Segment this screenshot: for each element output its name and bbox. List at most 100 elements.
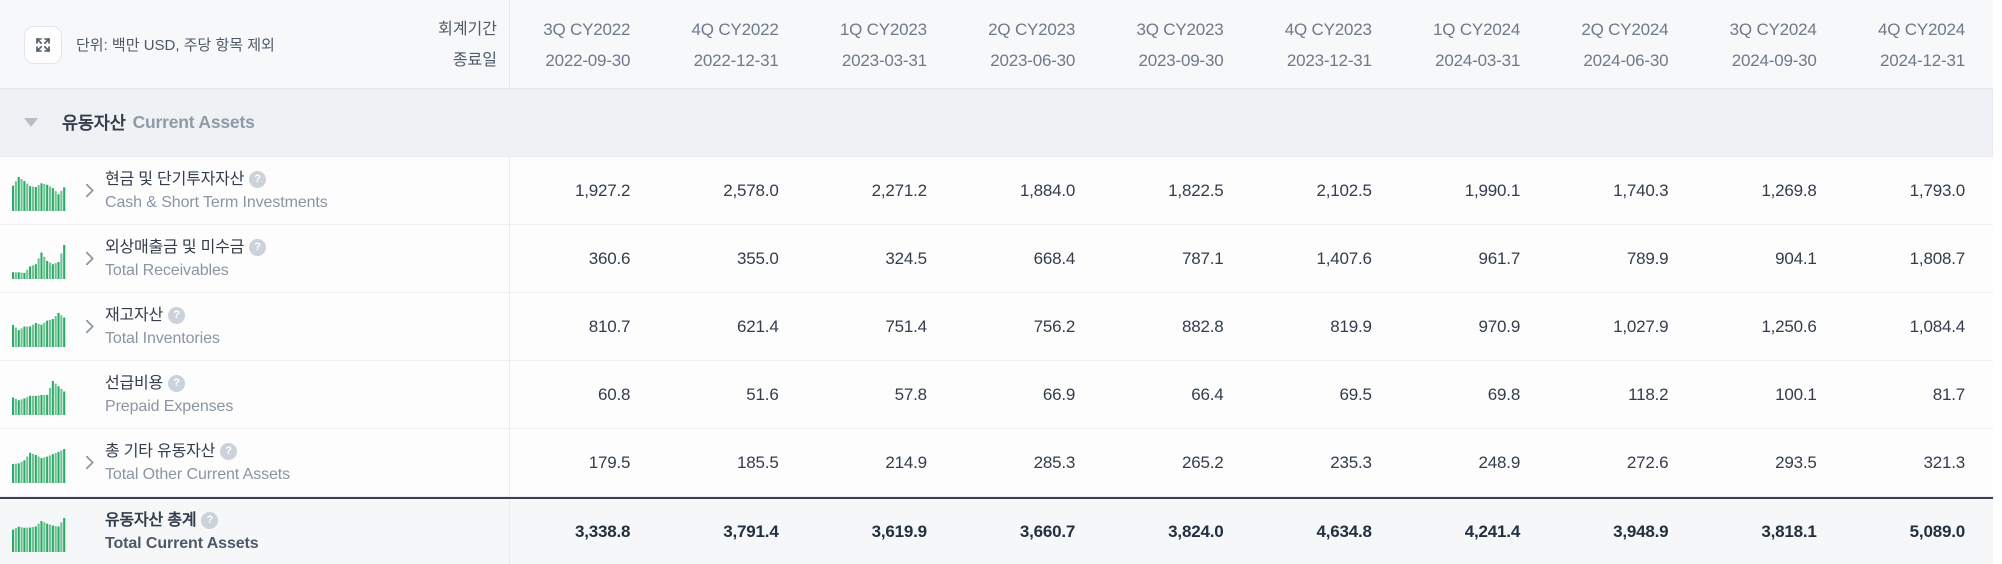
end-date-label: 종료일 xyxy=(452,51,497,69)
value-cell: 3,619.9 xyxy=(871,521,928,541)
period-quarter: 4Q CY2023 xyxy=(1284,19,1372,39)
help-icon[interactable]: ? xyxy=(201,511,219,529)
column-header: 2Q CY2024 2024-06-30 xyxy=(1548,0,1696,89)
period-quarter: 3Q CY2022 xyxy=(543,19,631,39)
chevron-right-icon[interactable] xyxy=(84,455,105,470)
chevron-right-icon[interactable] xyxy=(84,251,105,266)
fiscal-period-label: 회계기간 xyxy=(438,20,497,38)
row-label-cell: 외상매출금 및 미수금 ? Total Receivables xyxy=(0,225,510,292)
value-cell: 66.4 xyxy=(1191,384,1224,404)
column-header: 2Q CY2023 2023-06-30 xyxy=(955,0,1103,89)
unit-block: 단위: 백만 USD, 주당 항목 제외 xyxy=(24,25,275,64)
row-label-ko: 현금 및 단기투자자산 xyxy=(105,170,245,188)
value-cell: 1,793.0 xyxy=(1909,180,1966,200)
mini-bar-chart-icon xyxy=(12,176,66,211)
value-cell: 355.0 xyxy=(737,248,779,268)
value-cell: 3,338.8 xyxy=(574,521,631,541)
table-header: 단위: 백만 USD, 주당 항목 제외 회계기간 종료일 3Q CY2022 … xyxy=(0,0,1993,89)
value-cell: 57.8 xyxy=(894,384,927,404)
help-icon[interactable]: ? xyxy=(249,170,267,188)
help-icon[interactable]: ? xyxy=(220,442,238,460)
value-cell: 1,407.6 xyxy=(1316,248,1372,268)
row-names: 총 기타 유동자산 ? Total Other Current Assets xyxy=(105,441,290,485)
value-cell: 324.5 xyxy=(885,248,927,268)
value-cell: 1,027.9 xyxy=(1613,316,1669,336)
value-cell: 621.4 xyxy=(737,316,779,336)
column-header: 4Q CY2022 2022-12-31 xyxy=(658,0,806,89)
value-cell: 1,084.4 xyxy=(1909,316,1966,336)
header-row-labels: 회계기간 종료일 xyxy=(438,0,497,89)
value-cell: 100.1 xyxy=(1775,384,1817,404)
period-end-date: 2024-09-30 xyxy=(1731,50,1817,70)
row-label-en: Total Receivables xyxy=(105,261,229,279)
value-cell: 904.1 xyxy=(1775,248,1817,268)
period-quarter: 4Q CY2022 xyxy=(691,19,779,39)
value-cell: 51.6 xyxy=(746,384,779,404)
value-cell: 4,241.4 xyxy=(1464,521,1521,541)
value-cell: 961.7 xyxy=(1478,248,1521,268)
period-quarter: 2Q CY2023 xyxy=(988,19,1076,39)
row-names: 외상매출금 및 미수금 ? Total Receivables xyxy=(105,237,267,281)
chevron-right-icon[interactable] xyxy=(84,387,105,402)
row-label-ko: 총 기타 유동자산 xyxy=(105,442,216,460)
column-header: 1Q CY2023 2023-03-31 xyxy=(807,0,955,89)
table-row[interactable]: 재고자산 ? Total Inventories 810.7 621.4 751.4… xyxy=(0,293,1993,361)
chevron-right-icon[interactable] xyxy=(84,524,105,539)
table-row: 선급비용 ? Prepaid Expenses 60.8 51.6 57.8 66.9… xyxy=(0,361,1993,429)
expand-icon xyxy=(36,37,50,52)
value-cell: 787.1 xyxy=(1181,248,1224,268)
period-quarter: 1Q CY2024 xyxy=(1433,19,1521,39)
row-label-cell: 선급비용 ? Prepaid Expenses xyxy=(0,361,510,428)
section-row-current-assets[interactable]: 유동자산 Current Assets xyxy=(0,89,1992,157)
chevron-right-icon[interactable] xyxy=(84,183,105,198)
row-label-ko: 유동자산 총계 xyxy=(105,511,197,529)
table-row[interactable]: 외상매출금 및 미수금 ? Total Receivables 360.6 355… xyxy=(0,225,1993,293)
period-quarter: 4Q CY2024 xyxy=(1877,19,1965,39)
period-quarter: 3Q CY2024 xyxy=(1729,19,1817,39)
value-cell: 265.2 xyxy=(1181,452,1224,472)
value-cell: 321.3 xyxy=(1923,452,1965,472)
value-cell: 360.6 xyxy=(588,248,631,268)
row-label-cell: 현금 및 단기투자자산 ? Cash & Short Term Investme… xyxy=(0,157,510,224)
chevron-right-icon[interactable] xyxy=(84,319,105,334)
column-header: 3Q CY2022 2022-09-30 xyxy=(510,0,658,89)
period-end-date: 2024-12-31 xyxy=(1880,50,1965,70)
period-end-date: 2023-03-31 xyxy=(841,50,927,70)
period-end-date: 2023-09-30 xyxy=(1138,50,1224,70)
value-cell: 1,822.5 xyxy=(1168,180,1224,200)
value-cell: 2,102.5 xyxy=(1316,180,1372,200)
help-icon[interactable]: ? xyxy=(168,374,186,392)
value-cell: 668.4 xyxy=(1033,248,1076,268)
table-row[interactable]: 현금 및 단기투자자산 ? Cash & Short Term Investme… xyxy=(0,157,1993,225)
period-end-date: 2024-06-30 xyxy=(1583,50,1669,70)
value-cell: 3,818.1 xyxy=(1761,521,1817,541)
value-cell: 2,271.2 xyxy=(871,180,928,200)
value-cell: 179.5 xyxy=(588,452,631,472)
help-icon[interactable]: ? xyxy=(249,238,267,256)
value-cell: 1,927.2 xyxy=(574,180,631,200)
value-cell: 235.3 xyxy=(1330,452,1372,472)
table-row[interactable]: 총 기타 유동자산 ? Total Other Current Assets 1… xyxy=(0,429,1993,497)
row-label-en: Total Inventories xyxy=(105,329,220,347)
period-end-date: 2023-06-30 xyxy=(990,50,1076,70)
value-cell: 185.5 xyxy=(737,452,779,472)
column-header: 4Q CY2024 2024-12-31 xyxy=(1845,0,1993,89)
help-icon[interactable]: ? xyxy=(168,306,186,324)
value-cell: 882.8 xyxy=(1181,316,1224,336)
value-cell: 1,740.3 xyxy=(1613,180,1669,200)
value-cell: 69.8 xyxy=(1487,384,1521,404)
mini-bar-chart-icon xyxy=(12,244,66,279)
mini-bar-chart-icon xyxy=(12,517,66,552)
period-end-date: 2023-12-31 xyxy=(1286,50,1372,70)
value-cell: 819.9 xyxy=(1330,316,1372,336)
row-label-en: Cash & Short Term Investments xyxy=(105,193,328,211)
mini-bar-chart-icon xyxy=(12,380,66,415)
row-label-cell: 재고자산 ? Total Inventories xyxy=(0,293,510,360)
collapse-triangle-icon[interactable] xyxy=(24,118,38,127)
table-body: 현금 및 단기투자자산 ? Cash & Short Term Investme… xyxy=(0,157,1993,564)
value-cell: 1,990.1 xyxy=(1464,180,1521,200)
expand-button[interactable] xyxy=(24,25,62,64)
row-label-cell: 유동자산 총계 ? Total Current Assets xyxy=(0,499,510,564)
column-header: 1Q CY2024 2024-03-31 xyxy=(1400,0,1548,89)
